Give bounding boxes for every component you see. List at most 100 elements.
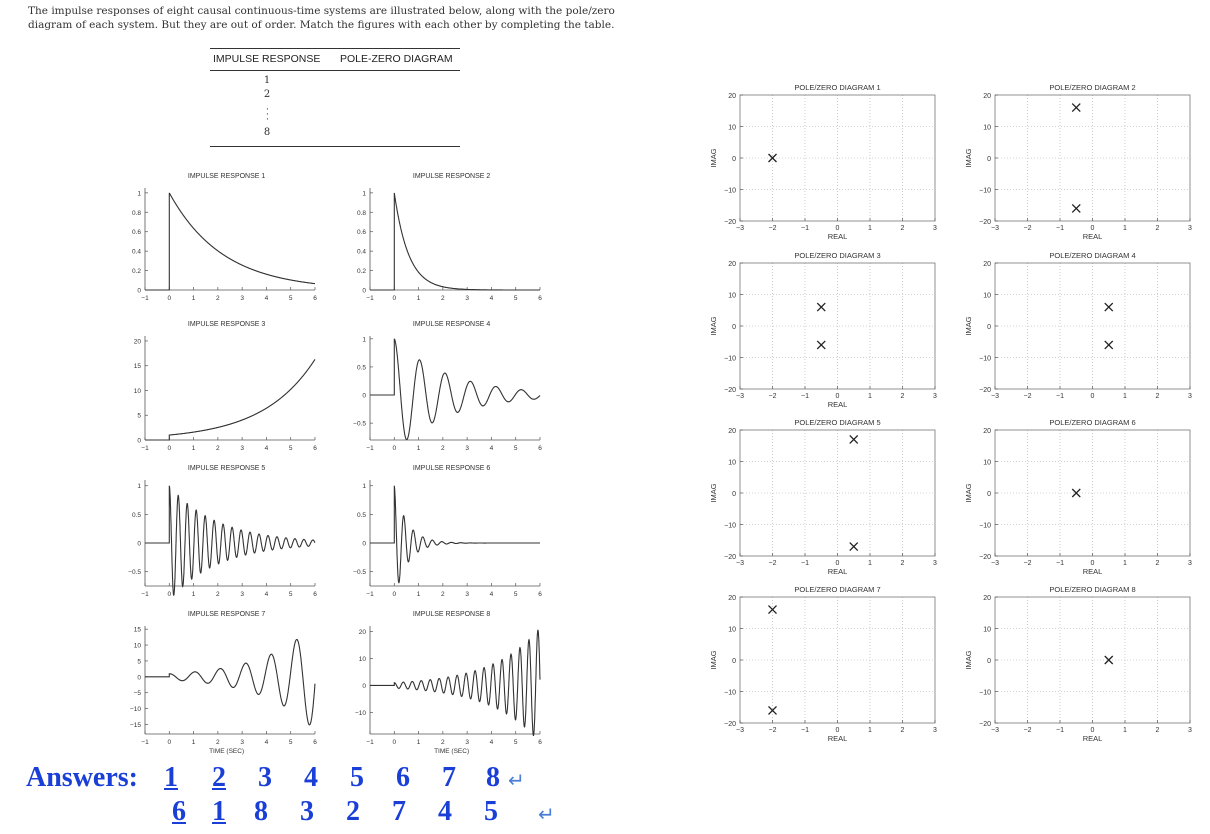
x-tick-label: 2: [216, 739, 220, 746]
x-tick-label: 1: [417, 591, 421, 598]
y-tick-label: 0: [137, 674, 141, 681]
answer-impulse-number: 3: [258, 762, 272, 793]
answer-pz-number: 5: [484, 796, 498, 827]
y-tick-label: 0: [362, 288, 366, 295]
x-tick-label: 3: [1188, 727, 1192, 734]
answer-pz-number: 8: [254, 796, 268, 827]
x-tick-label: 2: [216, 295, 220, 302]
x-tick-label: 2: [441, 445, 445, 452]
y-tick-label: 0: [732, 156, 736, 163]
x-tick-label: −1: [141, 739, 149, 746]
pole-marker: [1071, 488, 1081, 498]
y-tick-label: 20: [983, 595, 991, 602]
chart-title: POLE/ZERO DIAGRAM 7: [794, 585, 880, 594]
y-tick-label: −10: [724, 690, 736, 697]
chart-title: POLE/ZERO DIAGRAM 6: [1049, 418, 1135, 427]
x-tick-label: 1: [417, 295, 421, 302]
x-tick-label: −1: [801, 393, 809, 400]
x-tick-label: 3: [1188, 560, 1192, 567]
x-tick-label: 2: [1156, 727, 1160, 734]
x-tick-label: 2: [1156, 393, 1160, 400]
x-tick-label: −3: [991, 225, 999, 232]
x-tick-label: 2: [1156, 560, 1160, 567]
problem-line-2: diagram of each system. But they are out…: [28, 19, 615, 31]
y-tick-label: −0.5: [353, 569, 366, 576]
answer-impulse-number: 2: [212, 762, 226, 793]
x-tick-label: −1: [366, 739, 374, 746]
pole-stroke: [1104, 302, 1114, 312]
chart-title: IMPULSE RESPONSE 3: [188, 321, 266, 328]
answer-pz-number: 1: [212, 796, 226, 827]
pole-marker: [1104, 302, 1114, 312]
x-tick-label: 3: [933, 560, 937, 567]
y-tick-label: 10: [359, 656, 367, 663]
pole-stroke: [768, 705, 777, 715]
y-tick-label: 10: [728, 627, 736, 634]
answer-impulse-number: 1: [164, 762, 178, 793]
x-tick-label: 4: [490, 591, 494, 598]
y-tick-label: −20: [724, 721, 736, 728]
x-tick-label: 0: [392, 445, 396, 452]
x-tick-label: 0: [167, 591, 171, 598]
answer-impulse-number: 8: [486, 762, 500, 793]
chart-title: IMPULSE RESPONSE 7: [188, 611, 266, 618]
x-axis-label: REAL: [1083, 232, 1103, 241]
pole-stroke: [1071, 488, 1081, 498]
x-tick-label: 6: [538, 739, 542, 746]
table-header-rule: [210, 70, 460, 71]
y-tick-label: 0.2: [132, 268, 141, 275]
x-tick-label: −2: [769, 225, 777, 232]
chart-title: POLE/ZERO DIAGRAM 5: [794, 418, 880, 427]
pole-marker: [849, 434, 859, 444]
y-tick-label: −0.5: [128, 569, 141, 576]
pole-marker: [1071, 103, 1081, 113]
matching-table: IMPULSE RESPONSE POLE-ZERO DIAGRAM 1 2 ·…: [210, 48, 460, 148]
x-tick-label: 0: [167, 739, 171, 746]
y-tick-label: 10: [983, 460, 991, 467]
y-tick-label: 0.5: [357, 512, 366, 519]
y-tick-label: 0: [987, 491, 991, 498]
x-axis-label: REAL: [828, 232, 848, 241]
y-tick-label: 0.5: [132, 512, 141, 519]
answer-pz-number: 7: [392, 796, 406, 827]
y-tick-label: 20: [728, 93, 736, 100]
y-tick-label: 0: [362, 393, 366, 400]
y-tick-label: 1: [362, 190, 366, 197]
x-tick-label: 4: [490, 739, 494, 746]
y-tick-label: −20: [724, 554, 736, 561]
x-tick-label: −1: [801, 727, 809, 734]
chart-title: IMPULSE RESPONSE 6: [413, 465, 491, 472]
y-tick-label: 1: [362, 336, 366, 343]
y-tick-label: 10: [134, 388, 142, 395]
impulse-response-curve: [370, 192, 540, 291]
pole-marker: [1104, 340, 1114, 350]
answers-label: Answers:: [26, 762, 138, 793]
x-tick-label: 0: [167, 295, 171, 302]
pole-marker: [816, 340, 826, 350]
table-row-number: 2: [263, 89, 271, 100]
y-tick-label: 20: [728, 261, 736, 268]
x-tick-label: −1: [1056, 393, 1064, 400]
y-tick-label: 10: [728, 460, 736, 467]
x-tick-label: 6: [538, 591, 542, 598]
x-tick-label: 6: [538, 445, 542, 452]
y-tick-label: −5: [134, 690, 142, 697]
pole-stroke: [768, 153, 777, 163]
x-tick-label: 3: [240, 295, 244, 302]
y-axis-label: IMAG: [709, 483, 718, 502]
y-tick-label: −10: [979, 690, 991, 697]
pole-stroke: [1071, 103, 1081, 113]
x-tick-label: 0: [1091, 560, 1095, 567]
x-tick-label: 1: [192, 739, 196, 746]
chart-title: POLE/ZERO DIAGRAM 3: [794, 251, 880, 260]
y-axis-label: IMAG: [964, 316, 973, 335]
y-tick-label: 0: [137, 541, 141, 548]
pole-marker: [816, 302, 826, 312]
y-tick-label: −10: [979, 188, 991, 195]
problem-statement: The impulse responses of eight causal co…: [28, 4, 668, 32]
y-axis-label: IMAG: [964, 483, 973, 502]
x-tick-label: 2: [216, 591, 220, 598]
x-tick-label: 3: [240, 591, 244, 598]
x-tick-label: 2: [901, 393, 905, 400]
y-tick-label: 5: [137, 413, 141, 420]
